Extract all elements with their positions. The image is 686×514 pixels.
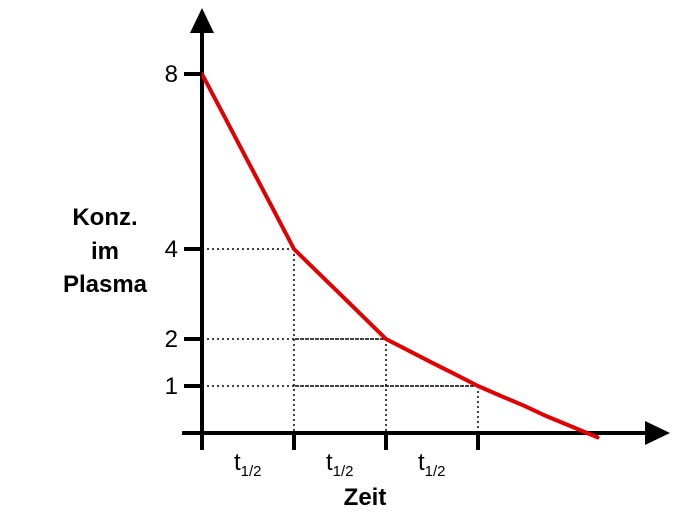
x-axis-arrow-icon <box>645 421 670 445</box>
y-axis-label-line-1: Konz. <box>72 204 138 231</box>
x-axis-label: Zeit <box>343 484 387 511</box>
y-tick-label-1: 1 <box>165 373 178 400</box>
reference-lines <box>202 248 479 433</box>
concentration-curve <box>200 72 600 440</box>
x-tick-label-3: t1/2 <box>418 449 446 480</box>
tick-marks <box>184 72 480 450</box>
y-axis-label-line-3: Plasma <box>62 271 148 298</box>
y-tick-label-2: 2 <box>165 326 178 353</box>
x-tick-label-1: t1/2 <box>234 449 262 480</box>
x-tick-label-main: t <box>326 449 333 476</box>
y-tick-label-4: 4 <box>165 236 178 263</box>
y-axis-label-line-2: im <box>90 238 119 265</box>
x-tick-label-main: t <box>234 449 241 476</box>
x-tick-label-subscript: 1/2 <box>333 463 354 480</box>
x-tick-label-subscript: 1/2 <box>425 463 446 480</box>
x-tick-label-2: t1/2 <box>326 449 354 480</box>
concentration-curve-layer <box>200 72 600 440</box>
axes <box>182 8 670 449</box>
x-tick-label-subscript: 1/2 <box>241 463 262 480</box>
x-tick-label-main: t <box>418 449 425 476</box>
y-tick-label-8: 8 <box>165 61 178 88</box>
y-axis-arrow-icon <box>190 8 214 33</box>
